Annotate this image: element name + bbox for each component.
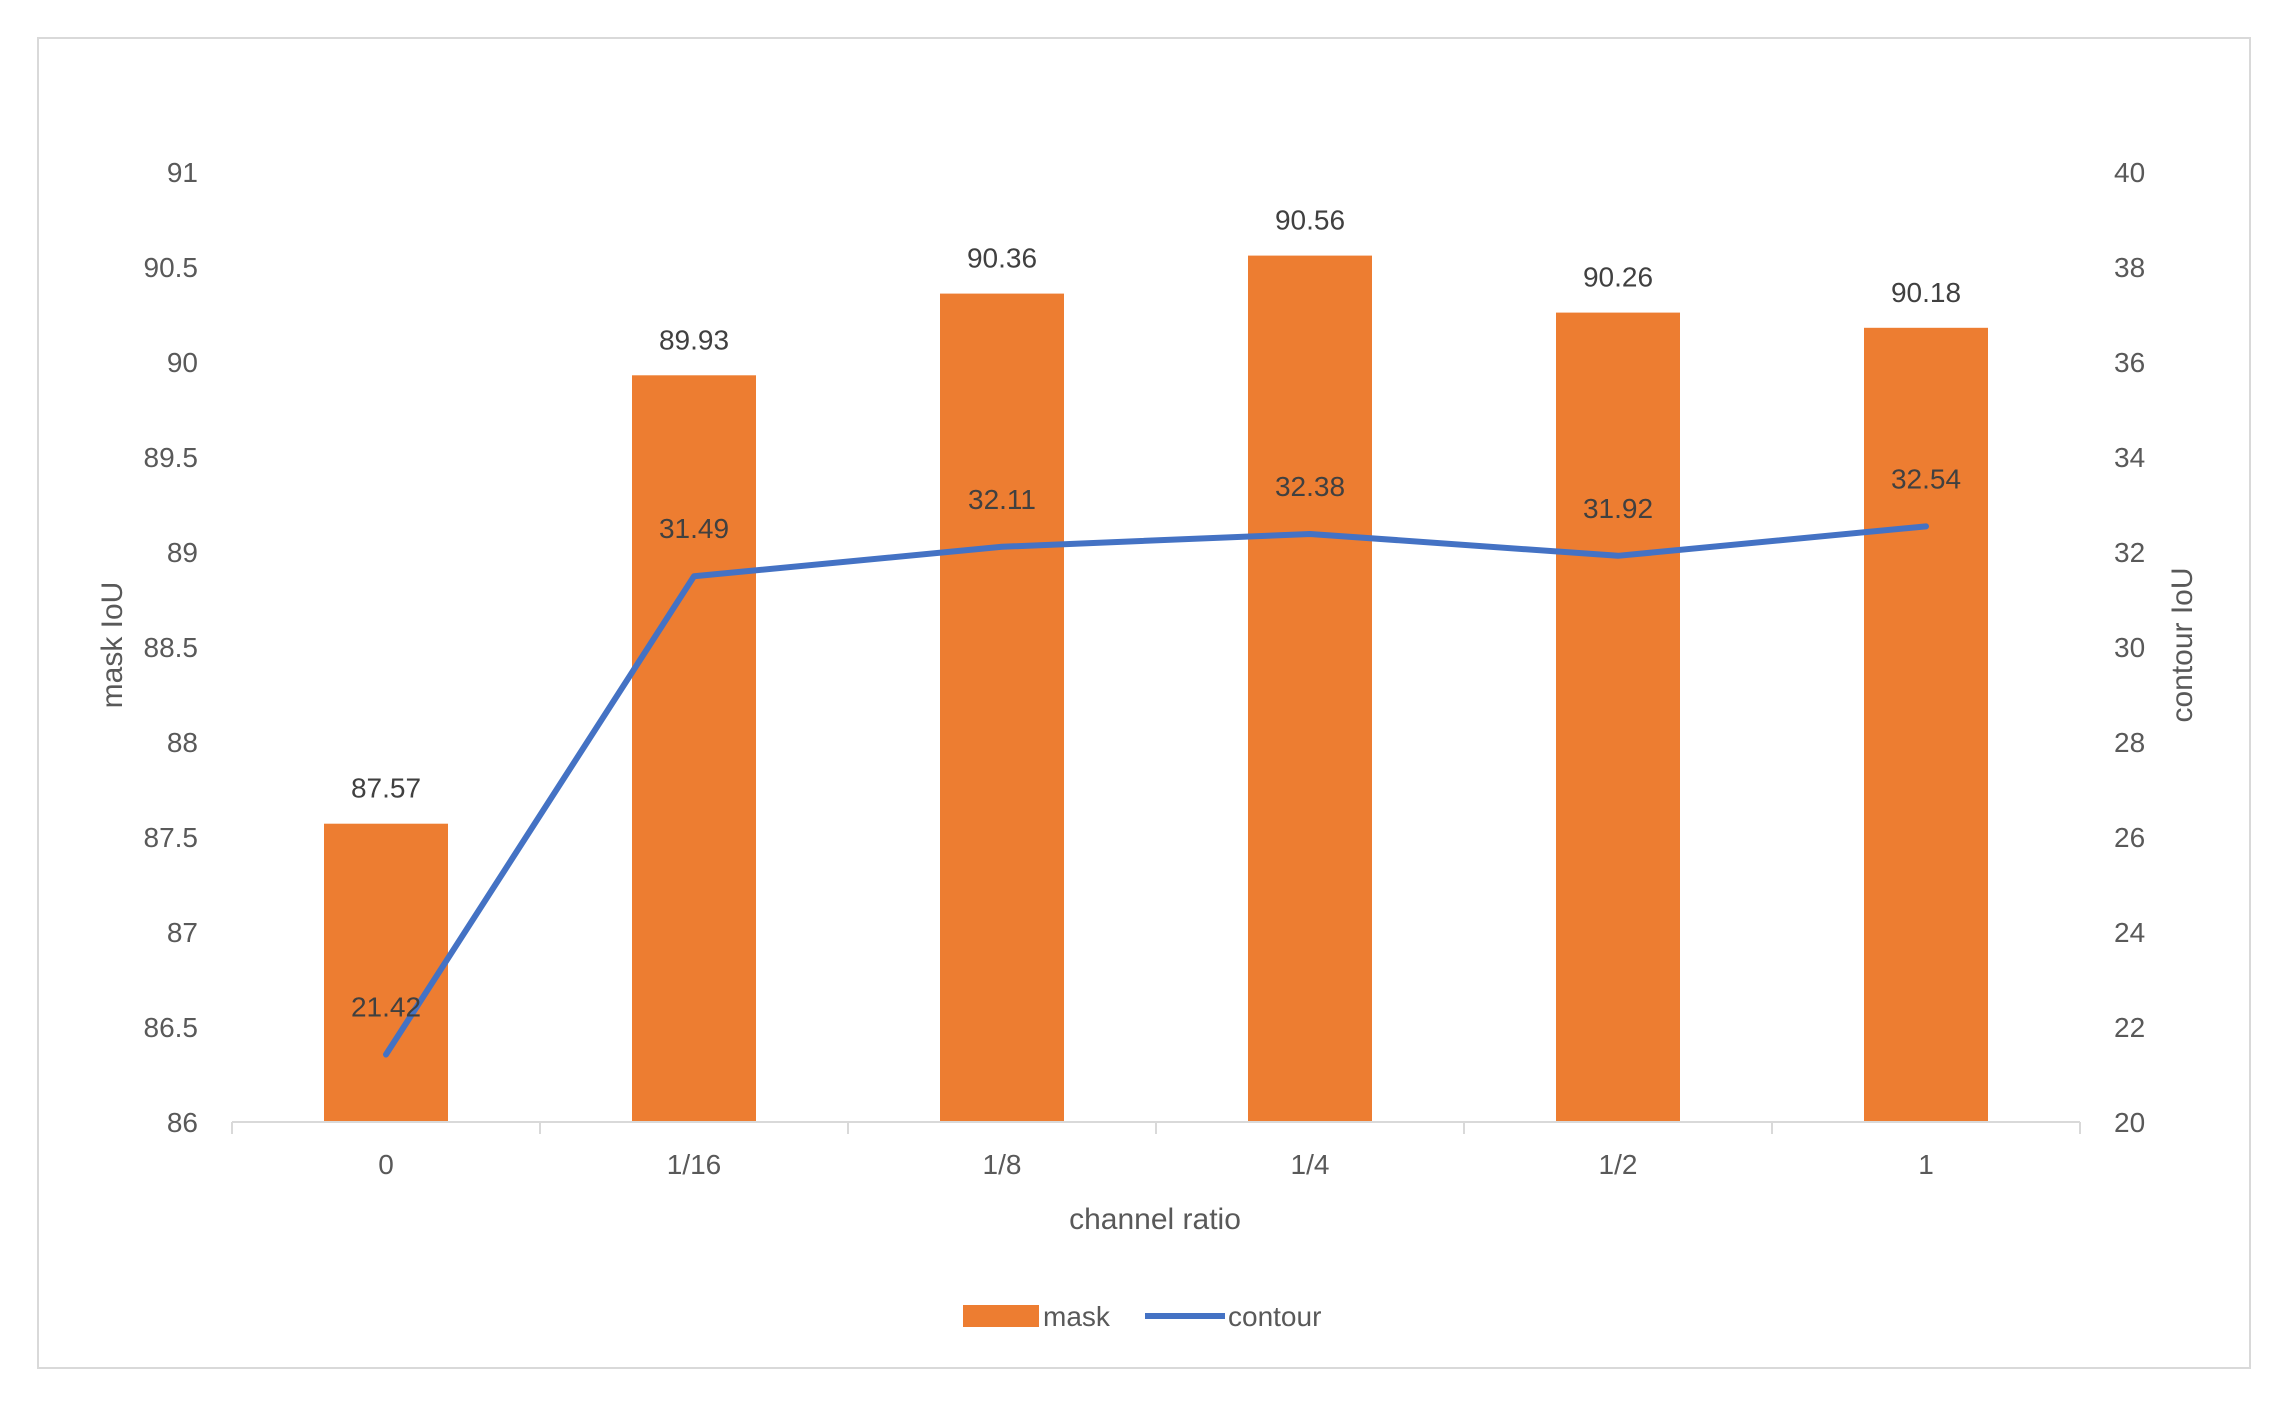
- right-axis-tick-label: 38: [2114, 252, 2145, 283]
- mask-bar: [1248, 255, 1372, 1123]
- right-axis-tick-label: 26: [2114, 822, 2145, 853]
- mask-bar: [324, 823, 448, 1122]
- right-axis-title: contour IoU: [2166, 567, 2199, 722]
- right-axis-tick-label: 32: [2114, 537, 2145, 568]
- mask-data-labels: 87.57 89.93 90.36 90.56 90.26 90.18: [351, 205, 1961, 804]
- right-axis-tick-label: 30: [2114, 632, 2145, 663]
- contour-data-label: 32.11: [968, 484, 1036, 515]
- x-axis-tick-label: 0: [378, 1149, 394, 1180]
- left-axis-tick-label: 89: [167, 537, 198, 568]
- left-axis-tick-label: 90.5: [144, 252, 199, 283]
- left-axis-tick-label: 87.5: [144, 822, 199, 853]
- x-axis-tick-label: 1/2: [1599, 1149, 1638, 1180]
- right-axis-tick-label: 40: [2114, 157, 2145, 188]
- contour-line: [383, 523, 1929, 1058]
- chart-border: [37, 37, 2251, 1369]
- mask-data-label: 90.26: [1583, 262, 1653, 293]
- right-axis-tick-label: 34: [2114, 442, 2145, 473]
- contour-data-label: 21.42: [351, 992, 421, 1023]
- right-axis-tick-label: 22: [2114, 1012, 2145, 1043]
- left-axis-tick-label: 86.5: [144, 1012, 199, 1043]
- left-axis-title: mask IoU: [96, 582, 129, 709]
- mask-data-label: 89.93: [659, 324, 729, 355]
- mask-bar: [1864, 327, 1988, 1122]
- contour-data-labels: 21.42 31.49 32.11 32.38 31.92 32.54: [351, 463, 1961, 1022]
- x-axis-tick-label: 1: [1918, 1149, 1934, 1180]
- mask-data-label: 90.18: [1891, 277, 1961, 308]
- x-axis-title: channel ratio: [1069, 1203, 1241, 1236]
- left-axis-tick-label: 90: [167, 347, 198, 378]
- mask-bar: [1556, 312, 1680, 1123]
- mask-bars: [324, 255, 1988, 1123]
- legend-mask-swatch: [963, 1305, 1039, 1327]
- x-axis-tick-label: 1/16: [667, 1149, 722, 1180]
- left-axis-tick-label: 86: [167, 1107, 198, 1138]
- legend: mask contour: [963, 1301, 1321, 1332]
- contour-line-layer: [383, 523, 1929, 1058]
- mask-data-label: 87.57: [351, 773, 421, 804]
- left-axis-tick-label: 91: [167, 157, 198, 188]
- contour-data-label: 32.38: [1275, 471, 1345, 502]
- left-axis-tick-labels: 86 86.5 87 87.5 88 88.5 89 89.5 90 90.5 91: [144, 157, 199, 1138]
- x-axis-tick-label: 1/4: [1291, 1149, 1330, 1180]
- right-axis-tick-labels: 20 22 24 26 28 30 32 34 36 38 40: [2114, 157, 2145, 1138]
- mask-data-label: 90.36: [967, 243, 1037, 274]
- x-axis-tick-label: 1/8: [983, 1149, 1022, 1180]
- right-axis-tick-label: 20: [2114, 1107, 2145, 1138]
- left-axis-tick-label: 87: [167, 917, 198, 948]
- mask-bar: [940, 293, 1064, 1123]
- legend-mask-label: mask: [1043, 1301, 1111, 1332]
- mask-bar: [632, 375, 756, 1122]
- legend-contour-label: contour: [1228, 1301, 1321, 1332]
- left-axis-tick-label: 88: [167, 727, 198, 758]
- contour-data-label: 31.92: [1583, 493, 1653, 524]
- x-axis: 0 1/16 1/8 1/4 1/2 1: [231, 1121, 2081, 1180]
- contour-data-label: 31.49: [659, 513, 729, 544]
- left-axis-tick-label: 89.5: [144, 442, 199, 473]
- left-axis-tick-label: 88.5: [144, 632, 199, 663]
- right-axis-tick-label: 28: [2114, 727, 2145, 758]
- right-axis-tick-label: 24: [2114, 917, 2145, 948]
- mask-data-label: 90.56: [1275, 205, 1345, 236]
- contour-data-label: 32.54: [1891, 463, 1961, 494]
- right-axis-tick-label: 36: [2114, 347, 2145, 378]
